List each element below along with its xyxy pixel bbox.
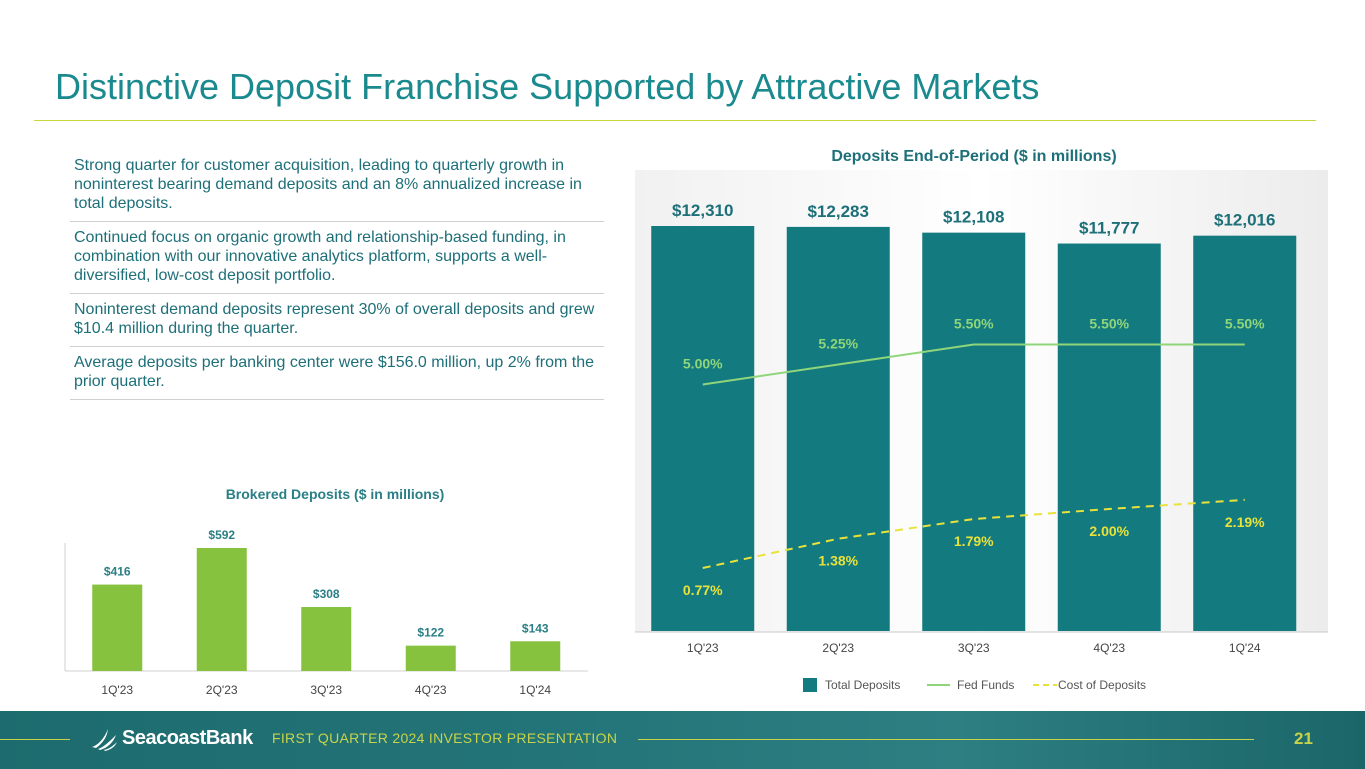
title-divider: [34, 120, 1316, 121]
deposits-tick-label: 1Q'23: [687, 641, 719, 655]
fed-funds-label: 5.50%: [1225, 316, 1265, 332]
brokered-tick-label: 4Q'23: [415, 683, 447, 697]
bullet-item: Strong quarter for customer acquisition,…: [70, 150, 604, 222]
brokered-data-label: $592: [208, 528, 235, 542]
total-deposits-bar: [1057, 243, 1161, 631]
page-title: Distinctive Deposit Franchise Supported …: [55, 66, 1040, 107]
page-number: 21: [1294, 729, 1313, 748]
bullet-item: Continued focus on organic growth and re…: [70, 222, 604, 294]
fed-funds-label: 5.50%: [954, 316, 994, 332]
total-deposits-label: $12,016: [1214, 211, 1275, 230]
legend-total-deposits-label: Total Deposits: [825, 678, 900, 692]
fed-funds-line: [702, 343, 1245, 386]
total-deposits-bar: [922, 232, 1026, 631]
footer-bar: SeacoastBank FIRST QUARTER 2024 INVESTOR…: [0, 711, 1365, 769]
deposits-end-of-period-chart: $12,310 1Q'23 $12,283 2Q'23 $12,108 3Q'23 $11,…: [635, 170, 1328, 692]
brokered-tick-label: 1Q'24: [519, 683, 551, 697]
brokered-data-label: $416: [104, 565, 131, 579]
footer-rule-left: [0, 739, 70, 740]
brokered-deposits-chart: $416 1Q'23 $592 2Q'23 $308 3Q'23 $122 4Q'23 $143…: [64, 528, 588, 697]
brokered-tick-label: 2Q'23: [206, 683, 238, 697]
seacoast-logo: SeacoastBank: [90, 725, 253, 751]
brokered-bar: [92, 584, 143, 671]
cost-of-deposits-label: 2.19%: [1225, 514, 1265, 530]
presentation-name: FIRST QUARTER 2024 INVESTOR PRESENTATION: [272, 730, 618, 746]
fed-funds-label: 5.25%: [818, 336, 858, 352]
brokered-bar: [510, 641, 561, 671]
total-deposits-label: $12,108: [943, 208, 1004, 227]
brokered-bar: [301, 607, 352, 671]
seacoast-wave-icon: [92, 729, 117, 751]
total-deposits-bar: [1193, 235, 1297, 632]
legend-cost-of-deposits-label: Cost of Deposits: [1058, 678, 1146, 692]
bullet-item: Noninterest demand deposits represent 30…: [70, 294, 604, 347]
legend-total-deposits-swatch: [803, 678, 817, 692]
brokered-data-label: $308: [313, 587, 340, 601]
brokered-chart-title: Brokered Deposits ($ in millions): [225, 486, 445, 502]
footer-rule-right: [638, 739, 1254, 740]
deposits-chart-title: Deposits End-of-Period ($ in millions): [831, 148, 1117, 165]
total-deposits-label: $12,310: [672, 201, 733, 220]
cost-of-deposits-label: 1.38%: [818, 553, 858, 569]
total-deposits-label: $12,283: [808, 202, 869, 221]
total-deposits-bar: [786, 226, 890, 631]
brokered-data-label: $122: [417, 626, 444, 640]
legend-fed-funds-label: Fed Funds: [957, 678, 1014, 692]
brokered-bar: [405, 645, 456, 671]
cost-of-deposits-label: 0.77%: [683, 582, 723, 598]
fed-funds-label: 5.50%: [1089, 316, 1129, 332]
logo-text: SeacoastBank: [122, 726, 253, 749]
total-deposits-bar: [651, 226, 755, 631]
brokered-tick-label: 3Q'23: [310, 683, 342, 697]
deposits-tick-label: 2Q'23: [822, 641, 854, 655]
deposits-tick-label: 3Q'23: [958, 641, 990, 655]
deposits-tick-label: 1Q'24: [1229, 641, 1261, 655]
total-deposits-label: $11,777: [1079, 219, 1140, 238]
bullet-list: Strong quarter for customer acquisition,…: [70, 150, 604, 400]
bullet-item: Average deposits per banking center were…: [70, 347, 604, 400]
cost-of-deposits-label: 2.00%: [1089, 523, 1129, 539]
brokered-data-label: $143: [522, 621, 549, 635]
cost-of-deposits-label: 1.79%: [954, 533, 994, 549]
brokered-bar: [196, 548, 247, 671]
brokered-tick-label: 1Q'23: [101, 683, 133, 697]
deposits-tick-label: 4Q'23: [1093, 641, 1125, 655]
fed-funds-label: 5.00%: [683, 356, 723, 372]
